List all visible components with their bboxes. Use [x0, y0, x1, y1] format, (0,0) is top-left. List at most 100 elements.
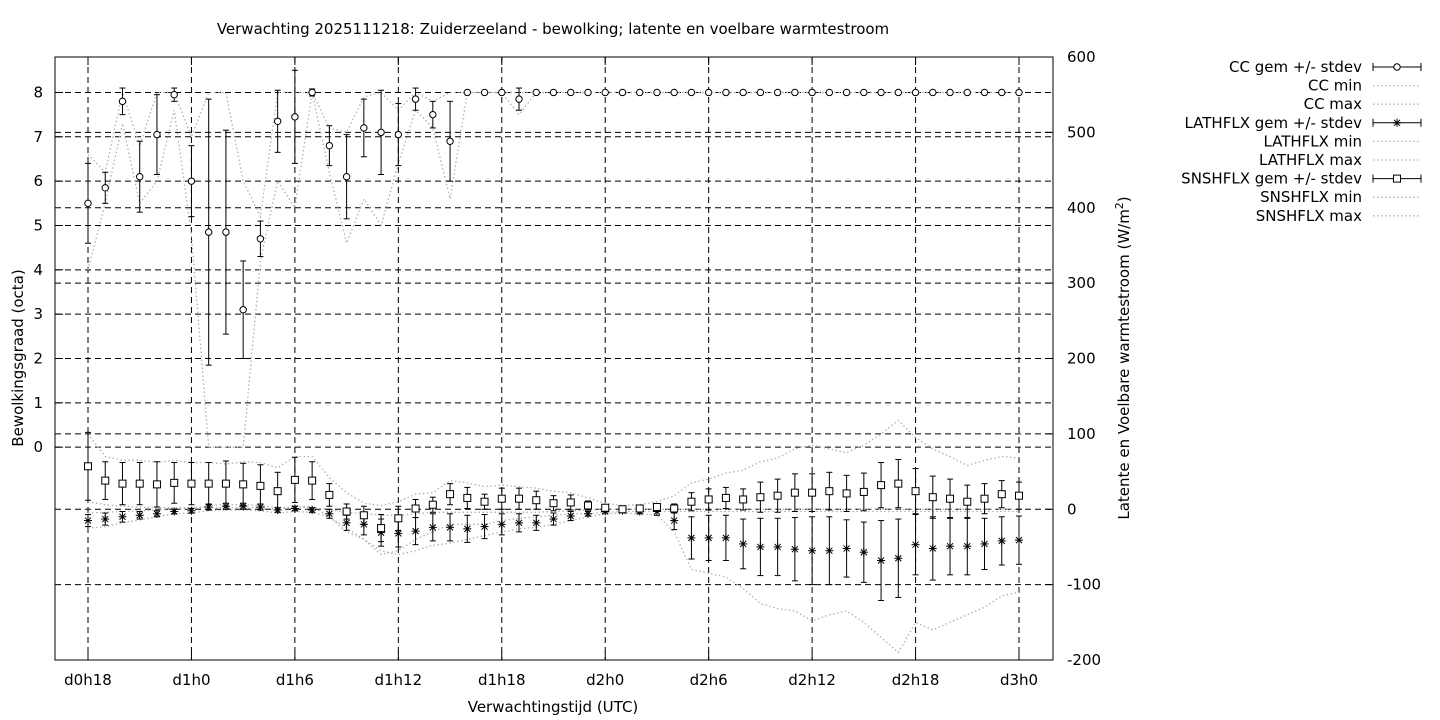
y-tick-label: 0: [33, 438, 43, 456]
legend-label: CC min: [1308, 77, 1362, 95]
data-point: [756, 88, 765, 97]
data-point: [636, 88, 644, 97]
y2-axis-label: Latente en Voelbare warmtestroom (W/m2): [1113, 196, 1133, 519]
data-point: [187, 177, 196, 185]
y-tick-label: 1: [33, 394, 43, 412]
y-tick-label: 4: [33, 261, 43, 279]
x-tick-label: d0h18: [64, 671, 112, 689]
series-lathflx-gem-stdev: [84, 502, 1023, 601]
data-point: [601, 88, 609, 97]
y-tick-label: 6: [33, 172, 43, 190]
data-point: [859, 548, 868, 557]
data-point: [446, 137, 454, 145]
axis-ticks: 0 1 2 3 4 5 6 7 8 -200 -100 0 100 200 300 400 500 600 d0h1…: [33, 48, 1101, 689]
data-point: [721, 533, 730, 542]
data-point: [290, 475, 299, 484]
data-point: [342, 507, 351, 516]
data-point: [136, 173, 144, 181]
data-point: [446, 490, 455, 499]
y2-tick-label: 400: [1067, 199, 1096, 217]
data-point: [497, 494, 506, 503]
data-point: [670, 504, 679, 513]
data-point: [84, 516, 92, 525]
data-point: [877, 88, 885, 97]
data-point: [773, 491, 782, 500]
data-point: [187, 479, 196, 488]
data-point: [808, 488, 817, 497]
data-point: [946, 494, 955, 503]
y2-tick-label: -100: [1067, 576, 1101, 594]
data-point: [946, 88, 954, 97]
data-point: [929, 88, 937, 97]
data-point: [256, 481, 265, 490]
data-point: [256, 235, 265, 243]
x-tick-label: d2h0: [586, 671, 624, 689]
data-point: [325, 490, 334, 499]
x-tick-label: d1h0: [172, 671, 210, 689]
data-point: [928, 544, 937, 553]
data-point: [480, 88, 489, 97]
data-point: [549, 515, 558, 524]
data-point: [997, 490, 1006, 499]
data-point: [790, 545, 799, 554]
data-point: [360, 124, 368, 132]
data-point: [497, 520, 506, 529]
data-point: [911, 487, 920, 496]
data-point: [101, 184, 109, 192]
data-point: [342, 173, 351, 181]
data-point: [118, 512, 127, 521]
data-point: [359, 511, 368, 520]
data-point: [980, 88, 989, 97]
data-point: [1015, 88, 1023, 97]
data-point: [756, 542, 765, 551]
legend-label: LATHFLX min: [1263, 132, 1362, 150]
data-point: [670, 516, 679, 525]
legend-label: SNSHFLX gem +/- stdev: [1181, 170, 1362, 188]
data-point: [877, 556, 886, 565]
x-tick-label: d2h12: [788, 671, 836, 689]
data-point: [739, 495, 748, 504]
data-point: [584, 88, 592, 97]
data-point: [84, 462, 92, 471]
data-point: [842, 544, 851, 553]
data-point: [377, 128, 385, 137]
chart-title: Verwachting 2025111218: Zuiderzeeland - …: [217, 20, 889, 38]
series-snshflx-gem-stdev: [84, 431, 1023, 543]
y-tick-label: 3: [33, 305, 43, 323]
data-marks: [84, 69, 1023, 654]
data-point: [411, 95, 420, 103]
legend-label: CC max: [1304, 95, 1363, 113]
data-point: [773, 542, 782, 551]
data-point: [273, 487, 282, 496]
data-point: [101, 515, 110, 524]
y2-axis-label-end: ): [1115, 196, 1133, 202]
data-point: [601, 503, 610, 512]
data-point: [670, 88, 678, 97]
data-point: [687, 497, 696, 506]
x-tick-label: d3h0: [1000, 671, 1038, 689]
data-point: [411, 504, 420, 513]
data-point: [428, 500, 437, 509]
data-point: [239, 306, 247, 314]
legend-marker: [1393, 174, 1401, 183]
data-point: [791, 88, 799, 97]
data-point: [532, 496, 541, 505]
data-point: [721, 493, 730, 502]
data-point: [135, 479, 144, 488]
data-point: [101, 476, 110, 485]
data-point: [532, 88, 540, 97]
x-tick-label: d1h18: [478, 671, 526, 689]
data-point: [135, 511, 144, 520]
data-point: [894, 88, 903, 97]
data-point: [963, 542, 972, 551]
data-point: [911, 88, 920, 97]
data-point: [773, 88, 782, 97]
data-point: [118, 97, 127, 106]
data-point: [825, 487, 834, 496]
data-point: [859, 487, 868, 496]
legend-label: LATHFLX gem +/- stdev: [1184, 114, 1362, 132]
x-axis-label: Verwachtingstijd (UTC): [468, 698, 639, 716]
data-point: [221, 479, 230, 488]
data-point: [997, 536, 1006, 545]
